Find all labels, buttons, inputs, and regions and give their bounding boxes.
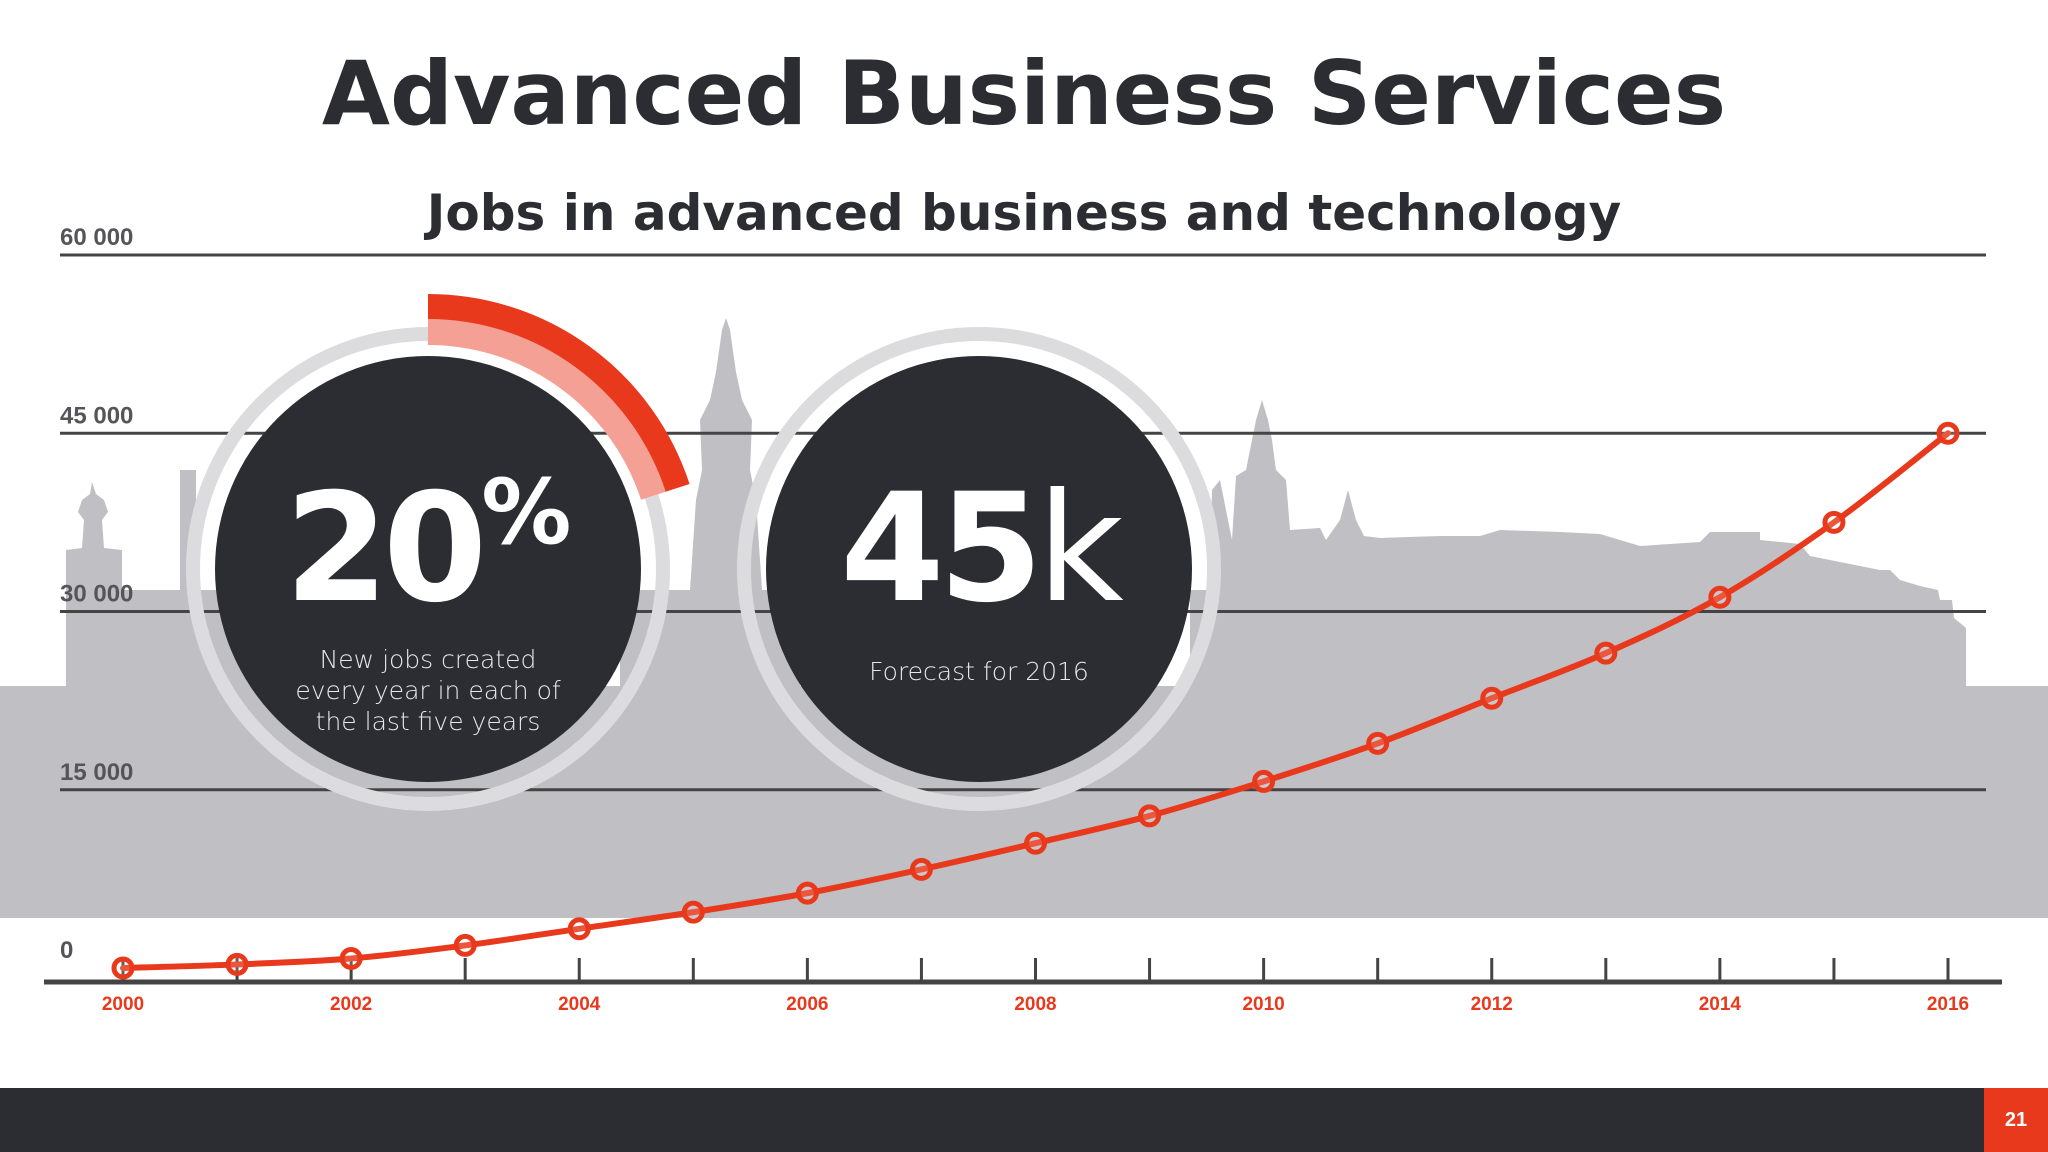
data-point [111,956,135,980]
stat-circle-growth: 20% New jobs created every year in each … [215,356,641,782]
forecast-ring [737,327,1221,811]
series-line [120,430,1951,971]
x-tick-label: 2006 [786,994,828,1015]
stat-caption-forecast: Forecast for 2016 [869,657,1089,686]
x-tick-label: 2008 [1014,994,1056,1015]
data-point [225,952,249,976]
data-point [1480,686,1504,710]
footer-bar: 21 [0,1088,2048,1152]
stat-value-growth: 20% [284,460,572,636]
x-tick-label: 2002 [330,994,372,1015]
data-point [795,881,819,905]
y-tick-label: 15 000 [60,759,133,786]
chart-subtitle: Jobs in advanced business and technology [426,184,1622,242]
data-point [1936,421,1960,445]
x-tick-label: 2014 [1699,994,1742,1015]
stat-circle-forecast: 45k Forecast for 2016 [766,356,1192,782]
y-tick-label: 45 000 [60,402,133,429]
y-tick-label: 0 [60,937,73,964]
data-point [339,946,363,970]
data-point [567,917,591,941]
stat-value-forecast: 45k [840,462,1124,636]
y-tick-label: 60 000 [60,224,133,251]
x-axis-labels: 2000 2002 2004 2006 2008 2010 2012 2014 2016 [102,994,1969,1015]
jobs-series-line [120,430,1951,971]
percent-progress-ring [186,294,690,811]
data-point [1594,641,1618,665]
data-point [453,933,477,957]
stat-caption-growth: New jobs created every year in each of t… [295,645,561,736]
ring-track [737,327,1221,811]
data-point [1822,510,1846,534]
slide-title: Advanced Business Services [321,42,1727,145]
data-point [1252,769,1276,793]
x-tick-label: 2000 [102,994,144,1015]
data-point [681,900,705,924]
page-number-badge: 21 [1984,1088,2048,1152]
thousand-suffix: k [1036,462,1124,636]
jobs-series-points [111,421,1960,980]
x-tick-label: 2010 [1242,994,1284,1015]
data-point [1366,731,1390,755]
x-tick-label: 2004 [558,994,601,1015]
city-skyline-silhouette [0,318,2048,918]
data-point [1024,831,1047,855]
data-point [1708,585,1732,609]
y-tick-label: 30 000 [60,581,133,608]
x-tick-label: 2016 [1927,994,1969,1015]
ring-progress-outer [427,294,690,493]
ring-progress-inner [427,319,666,500]
y-axis-labels: 0 15 000 30 000 45 000 60 000 [60,224,133,964]
data-point [909,857,933,881]
percent-sign: % [481,460,572,565]
x-tick-label: 2012 [1471,994,1513,1015]
data-point [1138,804,1162,828]
